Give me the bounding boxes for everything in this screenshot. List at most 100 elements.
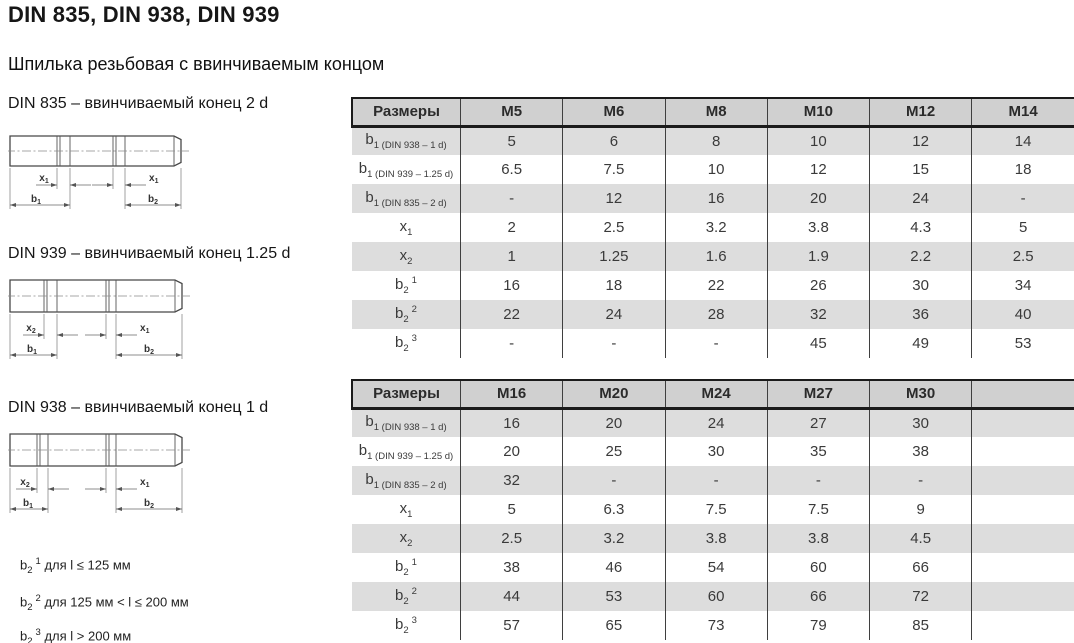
value-cell: 6.5 (459, 155, 563, 184)
col-header-M30: M30 (868, 380, 972, 410)
value-cell: 3.2 (664, 213, 768, 242)
value-cell: 2.5 (459, 524, 563, 553)
value-cell: 10 (664, 155, 768, 184)
col-header-M24: M24 (664, 380, 768, 410)
footnote-b2-2: b22 для 125 мм < l ≤ 200 мм (20, 593, 189, 613)
page-subtitle: Шпилька резьбовая с ввинчиваемым концом (8, 54, 385, 74)
value-cell: 60 (664, 582, 768, 611)
dim-label-b2: b2 (144, 344, 154, 356)
value-cell: 5 (459, 495, 563, 524)
row-label: b23 (395, 333, 417, 354)
value-cell: 38 (868, 437, 972, 466)
value-cell (971, 408, 1074, 437)
row-label: b1 (DIN 835 – 2 d) (352, 184, 461, 213)
value-cell: 2.5 (562, 213, 665, 242)
value-cell: - (766, 466, 870, 495)
table-row: b21 16 18 22 26 30 34 (352, 271, 1074, 300)
value-cell: 30 (868, 271, 972, 300)
value-cell: 4.5 (868, 524, 972, 553)
value-cell: 14 (971, 126, 1074, 155)
value-cell: 5 (459, 126, 563, 155)
table-row: b1 (DIN 938 – 1 d) 5 6 8 10 12 14 (352, 126, 1074, 155)
value-cell: 35 (766, 437, 870, 466)
value-cell: 6 (562, 126, 665, 155)
header-row: Размеры M5 M6 M8 M10 M12 M14 (351, 98, 1074, 128)
value-cell: 26 (766, 271, 870, 300)
value-cell: 27 (766, 408, 870, 437)
dim-label-b2: b2 (144, 498, 154, 510)
value-cell (971, 553, 1074, 582)
value-cell: 3.8 (664, 524, 768, 553)
dim-label-x-left: x2 (20, 477, 30, 489)
value-cell (971, 466, 1074, 495)
col-header-M16: M16 (459, 380, 563, 410)
value-cell (971, 611, 1074, 640)
table-row: b1 (DIN 835 – 2 d) 32- - - - (352, 466, 1074, 495)
value-cell: 46 (562, 553, 665, 582)
value-cell: 54 (664, 553, 768, 582)
dim-label-b2: b2 (148, 194, 158, 206)
value-cell: 16 (459, 271, 563, 300)
row-label: b22 (352, 300, 461, 329)
table-row: b21 38 46 54 60 66 (352, 553, 1074, 582)
value-cell: 24 (562, 300, 665, 329)
row-label: b21 (395, 557, 417, 578)
value-cell: 73 (664, 611, 768, 640)
row-label: x2 (352, 242, 461, 271)
value-cell: 24 (664, 408, 768, 437)
row-label: x1 (399, 217, 413, 238)
spec-table-large-sizes: Размеры M16 M20 M24 M27 M30 b1 (DIN 938 – 1 d)… (351, 379, 1074, 640)
value-cell: 53 (562, 582, 665, 611)
value-cell: 20 (562, 408, 665, 437)
value-cell: 12 (766, 155, 870, 184)
value-cell: 1.9 (766, 242, 870, 271)
value-cell: 79 (766, 611, 870, 640)
col-header-M14: M14 (971, 98, 1074, 128)
dim-label-x-right: x1 (140, 477, 150, 489)
value-cell: 12 (562, 184, 665, 213)
value-cell: 22 (664, 271, 768, 300)
value-cell: 44 (459, 582, 563, 611)
value-cell: 2.2 (868, 242, 972, 271)
row-label: b23 (395, 615, 417, 636)
row-label: b22 (352, 582, 461, 611)
technical-drawing-icon: x2 x1 b1 b2 (6, 433, 190, 513)
dim-label-x-left: x1 (39, 173, 49, 185)
value-cell: 2.5 (971, 242, 1074, 271)
col-header-sizes: Размеры (351, 380, 461, 410)
value-cell: 4.3 (868, 213, 972, 242)
value-cell: 60 (766, 553, 870, 582)
value-cell: 34 (971, 271, 1074, 300)
value-cell: 38 (459, 553, 563, 582)
value-cell: 30 (868, 408, 972, 437)
value-cell: 32 (459, 466, 563, 495)
header-row: Размеры M16 M20 M24 M27 M30 (351, 380, 1074, 410)
row-label: b1 (DIN 938 – 1 d) (352, 126, 461, 155)
table-row: b1 (DIN 939 – 1.25 d) 20 25 30 35 38 (352, 437, 1074, 466)
value-cell: 6.3 (562, 495, 665, 524)
dim-label-x-left: x2 (26, 323, 36, 335)
value-cell: 40 (971, 300, 1074, 329)
row-label: b1 (DIN 939 – 1.25 d) (358, 159, 454, 180)
value-cell: 57 (459, 611, 563, 640)
table-row: b23- - -45 49 53 (352, 329, 1074, 358)
value-cell: 8 (664, 126, 768, 155)
value-cell: 24 (868, 184, 972, 213)
value-cell: 7.5 (766, 495, 870, 524)
col-header-M27: M27 (766, 380, 870, 410)
table-row: b1 (DIN 939 – 1.25 d) 6.5 7.5 10 12 15 18 (352, 155, 1074, 184)
value-cell (971, 437, 1074, 466)
col-header-M8: M8 (664, 98, 768, 128)
dim-label-b1: b1 (27, 344, 37, 356)
table-row: b1 (DIN 938 – 1 d) 16 20 24 27 30 (352, 408, 1074, 437)
col-header-empty (971, 380, 1074, 410)
footnote-b2-3: b23 для l > 200 мм (20, 627, 132, 643)
stud-drawing-din938: x2 x1 b1 b2 (6, 420, 193, 525)
value-cell: - (562, 329, 665, 358)
value-cell: 12 (868, 126, 972, 155)
value-cell: 10 (766, 126, 870, 155)
value-cell: 3.2 (562, 524, 665, 553)
stud-drawing-din939: x2 x1 b1 b2 (6, 266, 193, 371)
col-header-sizes: Размеры (351, 98, 461, 128)
value-cell: 28 (664, 300, 768, 329)
